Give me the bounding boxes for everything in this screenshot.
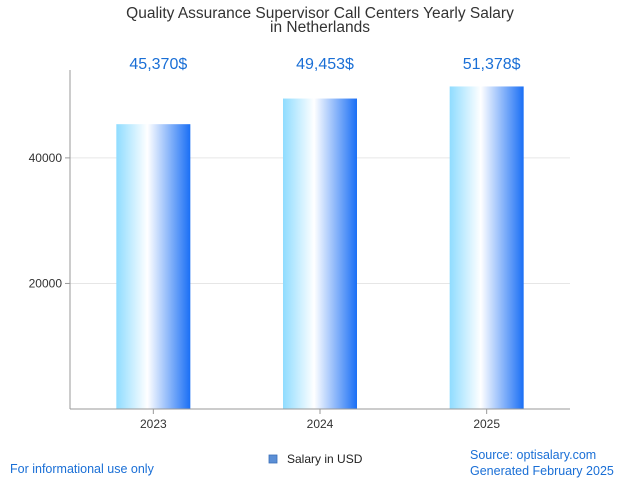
data-label-2024: 49,453$ [296,56,354,73]
bars [116,86,524,410]
data-labels: 45,370$ 49,453$ 51,378$ [129,56,520,73]
x-tick-label-2023: 2023 [140,417,167,431]
source-block: Source: optisalary.com Generated Februar… [470,447,614,479]
x-tick-label-2025: 2025 [473,417,500,431]
y-tick-label: 40000 [29,151,63,165]
data-label-2025: 51,378$ [463,56,521,73]
source-link[interactable]: Source: optisalary.com [470,448,597,462]
bar-2023 [116,124,191,410]
legend: Salary in USD [268,452,363,466]
data-label-2023: 45,370$ [129,56,187,73]
y-axis-ticks: 20000 40000 [29,151,63,291]
x-tick-label-2024: 2024 [307,417,334,431]
disclaimer-text: For informational use only [10,462,154,476]
legend-swatch [268,454,278,464]
legend-label: Salary in USD [287,452,363,466]
bar-2025 [449,86,524,410]
generated-date: Generated February 2025 [470,464,614,478]
x-axis-ticks: 2023 2024 2025 [140,409,500,431]
chart-title-line-2: in Netherlands [270,19,370,36]
y-tick-label: 20000 [29,276,63,290]
chart-title-line-1: Quality Assurance Supervisor Call Center… [126,5,514,22]
bar-2024 [283,98,357,410]
